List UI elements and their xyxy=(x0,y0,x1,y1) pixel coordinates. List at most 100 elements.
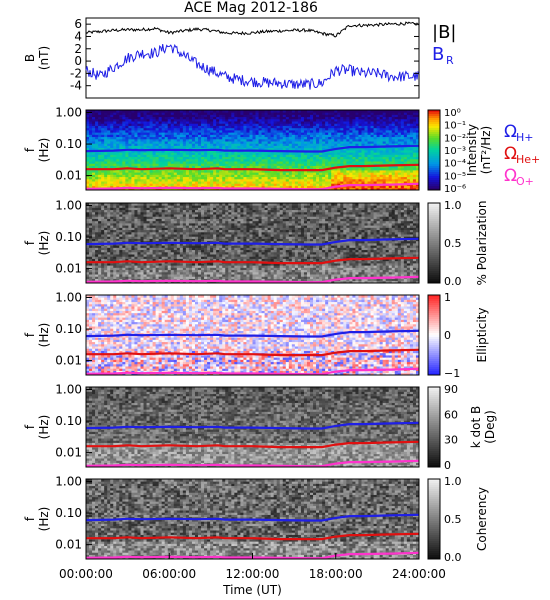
heat-cell xyxy=(137,137,140,140)
heat-cell xyxy=(340,126,343,129)
y-tick-label: 0.10 xyxy=(55,137,82,151)
heat-cell xyxy=(95,210,98,213)
heat-cell xyxy=(150,126,153,129)
heat-cell xyxy=(401,117,404,120)
heat-cell xyxy=(137,177,140,180)
legend-he-sub: He+ xyxy=(516,153,540,166)
heat-cell xyxy=(337,177,340,180)
heat-cell xyxy=(407,177,410,180)
heat-cell xyxy=(328,177,331,180)
heat-cell xyxy=(140,146,143,149)
heat-cell xyxy=(159,250,162,253)
heat-cell xyxy=(225,137,228,140)
heat-cell xyxy=(144,146,147,149)
heat-cell xyxy=(128,239,131,242)
heat-cell xyxy=(159,230,162,233)
heat-cell xyxy=(271,117,274,120)
heat-cell xyxy=(177,117,180,120)
heat-cell xyxy=(368,117,371,120)
heat-cell xyxy=(240,137,243,140)
heat-cell xyxy=(316,177,319,180)
heat-cell xyxy=(392,126,395,129)
heat-cell xyxy=(246,177,249,180)
heat-cell xyxy=(192,137,195,140)
heat-cell xyxy=(137,146,140,149)
heat-cell xyxy=(89,210,92,213)
heat-cell xyxy=(101,177,104,180)
heat-cell xyxy=(277,117,280,120)
heat-cell xyxy=(225,177,228,180)
heat-cell xyxy=(89,137,92,140)
heat-cell xyxy=(231,126,234,129)
heat-cell xyxy=(192,177,195,180)
heat-cell xyxy=(113,210,116,213)
heat-cell xyxy=(116,239,119,242)
heat-cell xyxy=(380,137,383,140)
heat-cell xyxy=(286,166,289,169)
heat-cell xyxy=(104,270,107,273)
heat-cell xyxy=(140,219,143,222)
heat-cell xyxy=(86,166,89,169)
heat-cell xyxy=(383,126,386,129)
heat-cell xyxy=(131,270,134,273)
heat-cell xyxy=(295,146,298,149)
heat-cell xyxy=(286,157,289,160)
heat-cell xyxy=(292,186,295,189)
heat-cell xyxy=(95,146,98,149)
heat-cell xyxy=(107,146,110,149)
heat-cell xyxy=(368,157,371,160)
heat-cell xyxy=(340,117,343,120)
heat-cell xyxy=(355,157,358,160)
heat-cell xyxy=(259,137,262,140)
heat-cell xyxy=(140,166,143,169)
heat-cell xyxy=(322,126,325,129)
heat-cell xyxy=(374,177,377,180)
heat-cell xyxy=(92,210,95,213)
heat-cell xyxy=(101,270,104,273)
heat-cell xyxy=(162,270,165,273)
heat-cell xyxy=(265,177,268,180)
heat-cell xyxy=(101,126,104,129)
heat-cell xyxy=(322,146,325,149)
legend-br: B xyxy=(432,44,444,65)
heat-cell xyxy=(271,146,274,149)
heat-cell xyxy=(268,137,271,140)
heat-cell xyxy=(95,259,98,262)
heat-cell xyxy=(110,250,113,253)
heat-cell xyxy=(101,219,104,222)
heat-cell xyxy=(234,177,237,180)
heat-cell xyxy=(268,157,271,160)
heat-cell xyxy=(280,117,283,120)
heat-cell xyxy=(395,177,398,180)
heat-cell xyxy=(150,157,153,160)
heat-cell xyxy=(177,177,180,180)
heat-cell xyxy=(116,126,119,129)
heat-cell xyxy=(237,146,240,149)
heat-cell xyxy=(280,126,283,129)
heat-cell xyxy=(98,137,101,140)
heat-cell xyxy=(122,250,125,253)
heat-cell xyxy=(113,157,116,160)
heat-cell xyxy=(95,177,98,180)
heat-cell xyxy=(171,177,174,180)
heat-cell xyxy=(162,126,165,129)
heat-cell xyxy=(116,219,119,222)
heat-cell xyxy=(183,157,186,160)
heat-cell xyxy=(389,137,392,140)
heat-cell xyxy=(134,230,137,233)
heat-cell xyxy=(183,126,186,129)
heat-cell xyxy=(316,186,319,189)
heat-cell xyxy=(159,177,162,180)
heat-cell xyxy=(128,219,131,222)
panel-field: 6420-2-4B (nT)|B|B R xyxy=(23,17,456,98)
colorbar-tick-label: 10⁻⁴ xyxy=(444,159,466,170)
heat-cell xyxy=(307,117,310,120)
heat-cell xyxy=(98,230,101,233)
heat-cell xyxy=(392,186,395,189)
heat-cell xyxy=(110,219,113,222)
panel-polarization: 1.000.100.01f (Hz)1.00.50.0% Polarization xyxy=(23,198,489,288)
heat-cell xyxy=(289,137,292,140)
heat-cell xyxy=(307,126,310,129)
heat-cell xyxy=(234,137,237,140)
heat-cell xyxy=(107,177,110,180)
